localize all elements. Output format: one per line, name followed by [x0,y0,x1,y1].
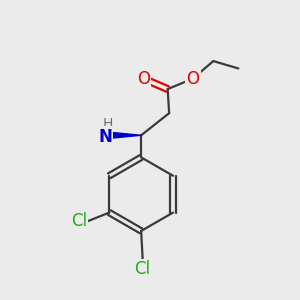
Text: O: O [186,70,199,88]
Text: H: H [103,117,113,131]
Text: Cl: Cl [71,212,87,230]
Polygon shape [101,131,141,139]
Text: O: O [137,70,150,88]
Text: N: N [98,128,112,146]
Text: Cl: Cl [135,260,151,278]
